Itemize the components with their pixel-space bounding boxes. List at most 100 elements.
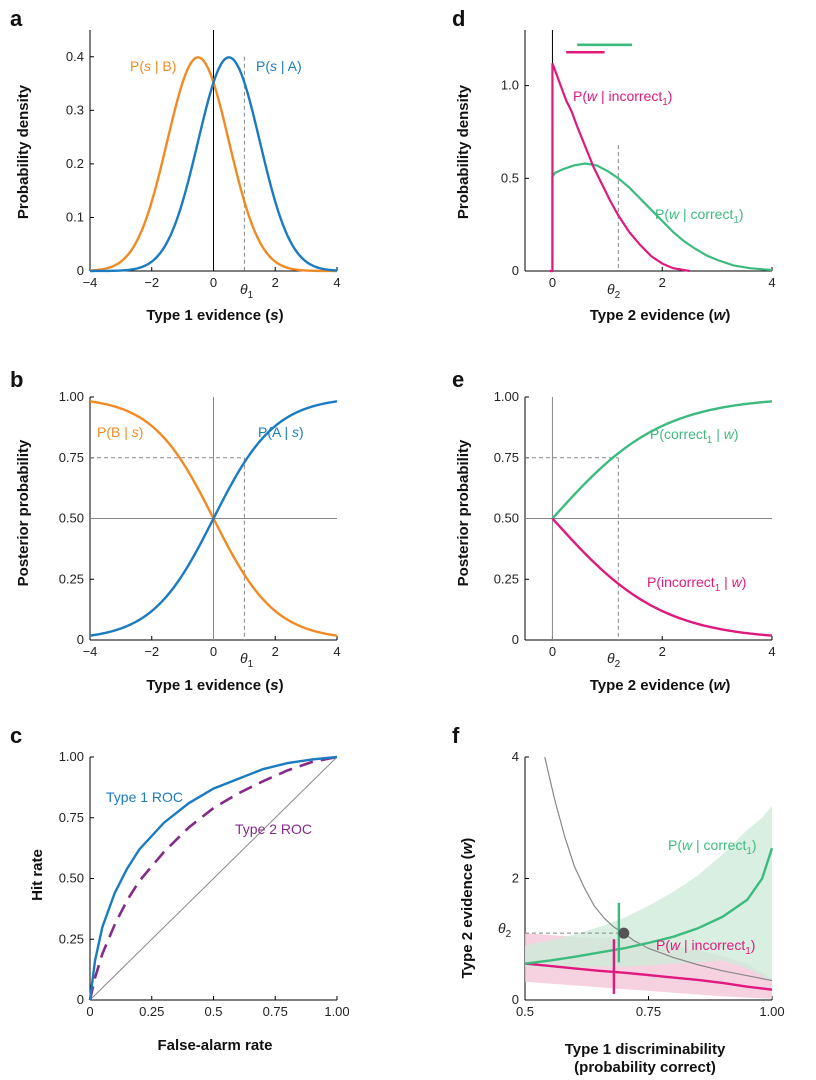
threshold-point — [618, 927, 630, 939]
theta1-b-sym: θ — [240, 650, 248, 666]
y-tick-label: 0.50 — [59, 871, 84, 886]
panel-d-ylabel: Probability density — [455, 84, 472, 219]
x-tick-label: 0.75 — [636, 1004, 661, 1019]
x-tick-label: −2 — [144, 275, 159, 290]
y-tick-label: 0.25 — [494, 571, 519, 586]
ann-piw-sub: 1 — [715, 583, 721, 594]
panel-f-xlabel-1: Type 1 discriminability — [565, 1041, 726, 1058]
y-tick-label: 0.2 — [66, 156, 84, 171]
ann-pwc-sub: 1 — [733, 215, 739, 226]
theta2-label-e: θ2 — [607, 650, 621, 670]
ann-pwi-mid: | incorrect — [597, 88, 662, 104]
y-tick-label: 0 — [77, 263, 84, 278]
panel-d: 0 2 4 0 0.5 1.0 — [501, 30, 776, 290]
y-tick-label: 0.75 — [59, 450, 84, 465]
panel-a-xlabel-var: s — [270, 307, 278, 324]
panel-e-xlabel-end: ) — [725, 677, 730, 694]
y-tick-label: 0 — [77, 632, 84, 647]
panel-b-xlabel-end: ) — [279, 677, 284, 694]
y-tick-label: 1.00 — [59, 389, 84, 404]
y-tick-label: 0.50 — [59, 511, 84, 526]
y-tick-label: 0.25 — [59, 571, 84, 586]
panel-d-xlabel-end: ) — [725, 307, 730, 324]
ann-fpwi-pre: P( — [656, 937, 670, 953]
theta2-label-f: θ2 — [498, 920, 512, 940]
panel-a-xlabel-end: ) — [279, 307, 284, 324]
y-tick-label: 0 — [512, 992, 519, 1007]
panel-c-xlabel: False-alarm rate — [157, 1037, 272, 1054]
x-tick-label: 0.75 — [263, 1004, 288, 1019]
ann-piw-pre: P(incorrect — [647, 574, 715, 590]
panel-f-ylabel-end: ) — [459, 838, 476, 843]
ann-psb-var: s — [144, 58, 151, 74]
ann-fpwc-var: w — [682, 837, 693, 853]
y-tick-label: 0 — [77, 992, 84, 1007]
ann-pwi-sub: 1 — [662, 97, 668, 108]
panel-f-ylabel-var: w — [459, 841, 476, 854]
annotation-f-p-w-correct: P(w | correct1) — [668, 837, 757, 857]
series-p-a-given-s-line — [89, 400, 338, 637]
x-tick-label: 0.5 — [204, 1004, 222, 1019]
ann-piw-var: w — [732, 574, 743, 590]
ann-pwi-pre: P( — [573, 88, 587, 104]
ann-pwc-pre: P( — [655, 206, 669, 222]
theta1-label-a: θ1 — [240, 281, 254, 301]
annotation-p-b-given-s: P(B | s) — [97, 424, 143, 440]
ann-pas-var: s — [292, 424, 299, 440]
x-tick-label: 2 — [272, 644, 279, 659]
y-tick-label: 1.00 — [59, 749, 84, 764]
ann-pcw-var: w — [724, 426, 735, 442]
ann-psa-post: | A) — [277, 58, 302, 74]
y-tick-label: 1.00 — [494, 389, 519, 404]
x-tick-label: 0 — [210, 275, 217, 290]
theta2-f-sub: 2 — [506, 929, 512, 940]
ann-pwi-post: ) — [668, 88, 673, 104]
x-tick-label: 4 — [768, 644, 775, 659]
x-tick-label: −4 — [83, 644, 98, 659]
series-type1-roc-line — [88, 755, 338, 1001]
ann-fpwc-mid: | correct — [692, 837, 746, 853]
panel-f-ylabel-main: Type 2 evidence ( — [459, 854, 476, 978]
ann-piw-post: ) — [742, 574, 747, 590]
x-tick-label: 1.00 — [324, 1004, 349, 1019]
ann-pcw-post: ) — [734, 426, 739, 442]
ann-pcw-pre: P(correct — [650, 426, 707, 442]
annotation-p-w-incorrect: P(w | incorrect1) — [573, 88, 672, 108]
x-tick-label: 1.00 — [759, 1004, 784, 1019]
panel-e-xlabel: Type 2 evidence (w) — [590, 677, 731, 694]
theta1-b-sub: 1 — [248, 659, 254, 670]
ann-fpwi-post: ) — [751, 937, 756, 953]
annotation-p-a-given-s: P(A | s) — [258, 424, 304, 440]
panel-e: 0 2 4 0 0.25 0.50 0.75 1.00 — [494, 389, 776, 659]
ann-pwc-mid: | correct — [679, 206, 733, 222]
y-tick-label: 1.0 — [501, 78, 519, 93]
ann-pbs-pre: P(B | — [97, 424, 132, 440]
panel-letter-f: f — [452, 723, 460, 748]
panel-a-xlabel: Type 1 evidence (s) — [146, 307, 283, 324]
ann-pcw-sub: 1 — [707, 435, 713, 446]
ann-fpwi-sub: 1 — [745, 946, 751, 957]
ann-fpwc-post: ) — [752, 837, 757, 853]
ann-psb-post: | B) — [151, 58, 176, 74]
series-p-w-incorrect-line — [549, 62, 690, 273]
panel-letter-e: e — [452, 367, 464, 392]
series-p-w-correct-line — [549, 162, 773, 273]
band-correct — [525, 805, 772, 982]
y-tick-label: 0 — [512, 263, 519, 278]
panel-b-ylabel: Posterior probability — [15, 439, 32, 586]
panel-b-xlabel-var: s — [270, 677, 278, 694]
panel-a-xlabel-main: Type 1 evidence ( — [146, 307, 270, 324]
ann-pbs-var: s — [132, 424, 139, 440]
annotation-p-correct-w: P(correct1 | w) — [650, 426, 739, 446]
y-tick-label: 0.75 — [494, 450, 519, 465]
panel-a-ylabel: Probability density — [15, 84, 32, 219]
annotation-f-p-w-incorrect: P(w | incorrect1) — [656, 937, 755, 957]
panel-a: −4 −2 0 2 4 0 0.1 0.2 0.3 0.4 — [66, 30, 341, 290]
x-tick-label: 2 — [659, 275, 666, 290]
ann-fpwi-mid: | incorrect — [680, 937, 745, 953]
panel-letter-c: c — [10, 723, 22, 748]
x-tick-label: 2 — [659, 644, 666, 659]
y-tick-label: 2 — [512, 871, 519, 886]
ann-piw-mid: | — [720, 574, 731, 590]
ann-pcw-mid: | — [712, 426, 723, 442]
